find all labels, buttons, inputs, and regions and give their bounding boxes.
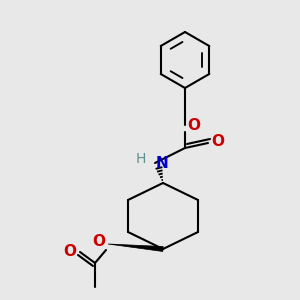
Text: H: H (136, 152, 146, 166)
Text: O: O (92, 235, 105, 250)
Text: O: O (187, 118, 200, 133)
Text: O: O (211, 134, 224, 148)
Polygon shape (108, 244, 163, 251)
Text: N: N (156, 155, 169, 170)
Text: O: O (63, 244, 76, 259)
